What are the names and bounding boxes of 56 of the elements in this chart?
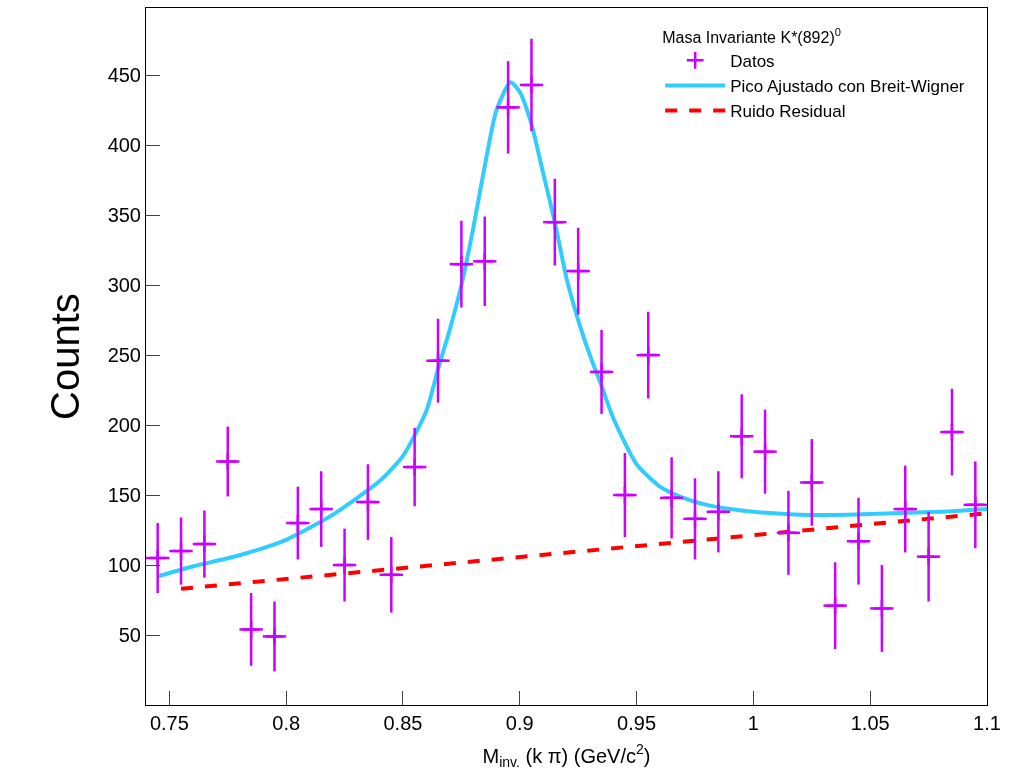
point: [732, 426, 752, 446]
point: [802, 472, 822, 493]
x-tick-label: 0.75: [149, 712, 189, 734]
x-tick-label: 1: [747, 712, 759, 734]
point: [311, 499, 331, 519]
legend-title: Masa Invariante K*(892)$^{0}$: [662, 26, 841, 46]
point: [521, 75, 542, 95]
y-tick-label: 350: [107, 204, 141, 227]
legend-label: Ruido Residual: [730, 102, 846, 122]
point: [171, 541, 191, 561]
point: [334, 555, 355, 575]
y-tick-label: 100: [107, 554, 141, 577]
point: [358, 492, 378, 512]
point: [685, 509, 705, 529]
point: [194, 534, 215, 554]
x-tick-label: 0.85: [383, 712, 423, 734]
y-tick-label: 200: [107, 414, 141, 437]
point: [872, 598, 892, 619]
y-tick-label: 150: [107, 484, 141, 507]
point: [498, 97, 518, 118]
y-tick-label: 300: [107, 274, 141, 297]
point: [381, 565, 401, 585]
point: [591, 362, 612, 382]
y-tick-label: 450: [107, 64, 141, 87]
y-axis-title: Counts: [43, 293, 88, 420]
point: [778, 523, 799, 543]
x-tick-label: 1.05: [850, 712, 890, 734]
point: [848, 531, 869, 551]
point: [241, 619, 261, 640]
point: [755, 442, 775, 462]
x-tick-label: 0.8: [272, 712, 301, 734]
point: [942, 422, 962, 442]
point: [545, 212, 565, 232]
point: [405, 457, 425, 477]
legend-label: Datos: [730, 51, 775, 71]
point: [638, 345, 658, 365]
point: [965, 495, 985, 515]
x-tick-label: 1.1: [973, 712, 1001, 734]
y-tick-label: 400: [107, 134, 141, 157]
point: [825, 595, 845, 616]
y-tick-label: 250: [107, 344, 141, 367]
point: [264, 626, 285, 647]
x-axis-title: M$_{inv.}$ (k π) (GeV/c$^{2}$): [482, 741, 651, 770]
x-tick-label: 0.95: [617, 712, 657, 734]
point: [615, 485, 635, 505]
point: [288, 513, 308, 533]
legend-label: Pico Ajustado con Breit-Wigner: [730, 77, 965, 97]
point: [661, 488, 682, 508]
point: [218, 451, 238, 472]
point: [568, 261, 588, 281]
point: [428, 351, 448, 371]
point: [895, 499, 915, 519]
x-tick-label: 0.9: [505, 712, 534, 734]
point: [918, 546, 939, 567]
y-tick-label: 50: [118, 624, 141, 647]
point: [708, 502, 728, 522]
